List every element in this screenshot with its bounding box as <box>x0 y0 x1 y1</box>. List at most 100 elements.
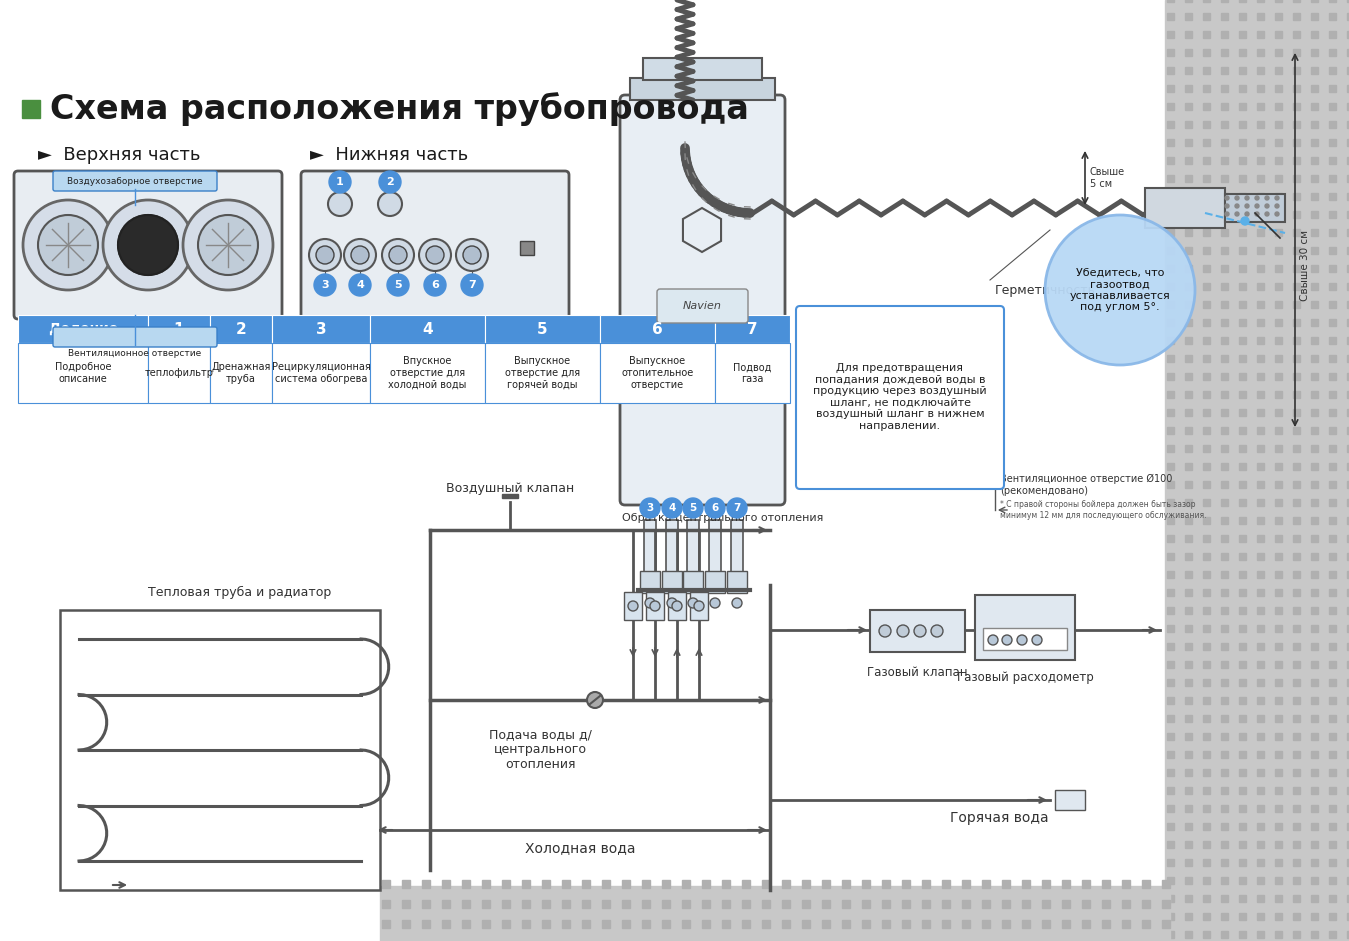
Bar <box>1292 607 1300 614</box>
Bar <box>1166 0 1349 941</box>
Bar <box>1184 517 1193 524</box>
Bar <box>1275 337 1282 344</box>
Bar <box>1275 85 1282 92</box>
Bar <box>1238 0 1246 2</box>
Bar <box>1329 121 1336 128</box>
Bar <box>1311 553 1318 560</box>
Bar <box>1311 211 1318 218</box>
Bar <box>1348 355 1349 362</box>
Bar <box>1002 900 1010 908</box>
Bar <box>1221 139 1228 146</box>
Bar <box>1184 193 1193 200</box>
Text: Схема расположения трубопровода: Схема расположения трубопровода <box>50 92 749 126</box>
Bar <box>1184 445 1193 452</box>
Bar <box>1238 679 1246 686</box>
Bar <box>1221 787 1228 794</box>
Bar <box>1311 733 1318 740</box>
Bar <box>1292 787 1300 794</box>
Text: Выпускное
отверстие для
горячей воды: Выпускное отверстие для горячей воды <box>505 357 580 390</box>
Bar <box>1167 841 1174 848</box>
Text: 1: 1 <box>336 177 344 187</box>
Bar <box>1348 463 1349 470</box>
Bar <box>581 920 590 928</box>
Bar <box>1238 445 1246 452</box>
Bar <box>1238 229 1246 236</box>
Bar <box>1292 247 1300 254</box>
Bar <box>1203 931 1210 938</box>
Bar <box>1275 715 1282 722</box>
Bar <box>982 900 990 908</box>
Bar <box>1203 409 1210 416</box>
Bar <box>442 880 451 888</box>
Bar <box>1238 283 1246 290</box>
Bar <box>563 900 571 908</box>
Text: Впускное
отверстие для
холодной воды: Впускное отверстие для холодной воды <box>389 357 467 390</box>
Bar <box>642 880 650 888</box>
Circle shape <box>198 215 258 275</box>
Bar <box>1238 265 1246 272</box>
Bar <box>1184 283 1193 290</box>
Bar <box>1062 900 1070 908</box>
Bar <box>1257 121 1264 128</box>
Bar <box>1167 373 1174 380</box>
Circle shape <box>23 200 113 290</box>
Bar <box>1348 157 1349 164</box>
Bar <box>1275 769 1282 776</box>
Bar <box>842 880 850 888</box>
Bar <box>1143 880 1149 888</box>
Bar <box>1329 265 1336 272</box>
Bar <box>1167 697 1174 704</box>
Bar <box>1275 0 1282 2</box>
Bar <box>1203 499 1210 506</box>
Bar <box>1167 661 1174 668</box>
Bar <box>762 920 770 928</box>
Bar <box>1257 319 1264 326</box>
Text: Деление: Деление <box>47 322 119 336</box>
Bar <box>1184 931 1193 938</box>
Bar <box>1203 0 1210 2</box>
Bar <box>1329 481 1336 488</box>
Circle shape <box>1275 212 1279 216</box>
Bar <box>1348 841 1349 848</box>
Bar <box>1167 247 1174 254</box>
Bar <box>1329 211 1336 218</box>
Bar <box>1203 913 1210 920</box>
Text: Тепловая труба и радиатор: Тепловая труба и радиатор <box>148 585 332 598</box>
Bar <box>1221 265 1228 272</box>
Bar <box>1238 139 1246 146</box>
Bar <box>1184 391 1193 398</box>
Circle shape <box>1245 204 1249 208</box>
Bar <box>1292 751 1300 758</box>
Bar <box>742 880 750 888</box>
Bar <box>962 900 970 908</box>
Bar <box>1203 877 1210 884</box>
Bar <box>542 920 550 928</box>
Bar <box>1348 85 1349 92</box>
Bar <box>710 520 720 585</box>
Bar <box>1184 913 1193 920</box>
Circle shape <box>693 601 704 611</box>
Bar <box>1275 679 1282 686</box>
Bar <box>522 880 530 888</box>
Bar <box>1311 715 1318 722</box>
Bar <box>1348 625 1349 632</box>
Bar <box>1184 661 1193 668</box>
Bar <box>1145 188 1225 228</box>
Bar <box>1348 517 1349 524</box>
Bar <box>1348 823 1349 830</box>
Bar <box>1275 103 1282 110</box>
Bar <box>1311 787 1318 794</box>
Bar <box>1275 535 1282 542</box>
Bar <box>148 343 210 403</box>
Bar <box>1311 121 1318 128</box>
Bar <box>1221 751 1228 758</box>
Bar <box>1167 139 1174 146</box>
Bar <box>1292 805 1300 812</box>
Circle shape <box>639 498 660 518</box>
Text: 3: 3 <box>316 322 326 337</box>
Bar <box>822 880 830 888</box>
Bar <box>1292 175 1300 182</box>
Bar <box>1184 895 1193 902</box>
Bar <box>1292 301 1300 308</box>
Bar <box>1238 121 1246 128</box>
